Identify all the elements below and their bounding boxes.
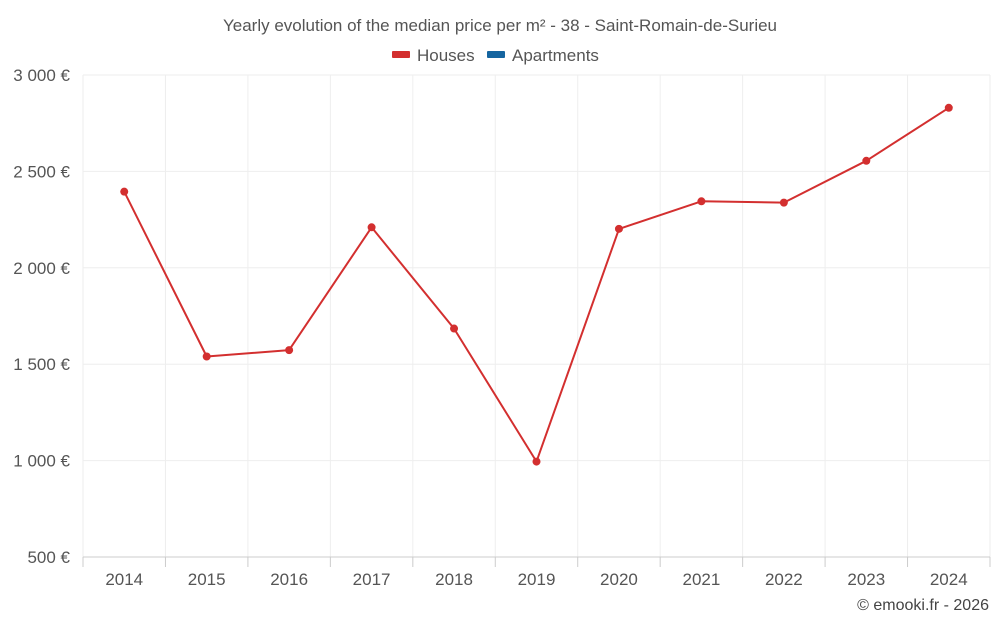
x-tick-label: 2021 [682, 570, 720, 589]
y-tick-label: 3 000 € [13, 66, 70, 85]
data-point-houses-2024[interactable] [944, 103, 953, 112]
x-tick-label: 2014 [105, 570, 143, 589]
legend-swatch-houses [392, 51, 410, 58]
data-point-houses-2015[interactable] [202, 352, 211, 361]
y-tick-label: 1 500 € [13, 355, 70, 374]
data-point-houses-2016[interactable] [285, 346, 294, 355]
data-point-houses-2023[interactable] [862, 156, 871, 165]
legend-swatch-apartments [487, 51, 505, 58]
data-point-houses-2022[interactable] [779, 198, 788, 207]
credit-text: © emooki.fr - 2026 [857, 597, 989, 614]
legend-item-houses[interactable]: Houses [392, 46, 475, 65]
x-tick-label: 2017 [353, 570, 391, 589]
x-tick-label: 2020 [600, 570, 638, 589]
data-point-houses-2014[interactable] [120, 187, 129, 196]
x-tick-label: 2016 [270, 570, 308, 589]
x-tick-label: 2018 [435, 570, 473, 589]
y-tick-label: 2 000 € [13, 259, 70, 278]
legend-label-houses: Houses [417, 46, 475, 65]
data-point-houses-2018[interactable] [450, 324, 459, 333]
x-tick-label: 2024 [930, 570, 968, 589]
y-tick-label: 500 € [27, 548, 70, 567]
data-point-houses-2020[interactable] [614, 224, 623, 233]
x-tick-label: 2022 [765, 570, 803, 589]
x-tick-label: 2023 [847, 570, 885, 589]
legend-item-apartments[interactable]: Apartments [487, 46, 599, 65]
y-tick-label: 2 500 € [13, 162, 70, 181]
plot-area: 500 € 1 000 € 1 500 € 2 000 € 2 500 € 3 000 €… [13, 66, 991, 589]
legend: Houses Apartments [392, 46, 599, 65]
x-tick-label: 2019 [518, 570, 556, 589]
data-point-houses-2021[interactable] [697, 197, 706, 206]
legend-label-apartments: Apartments [512, 46, 599, 65]
data-point-houses-2017[interactable] [367, 223, 376, 232]
y-tick-label: 1 000 € [13, 452, 70, 471]
chart-title: Yearly evolution of the median price per… [223, 16, 777, 35]
x-tick-label: 2015 [188, 570, 226, 589]
data-point-houses-2019[interactable] [532, 457, 541, 466]
